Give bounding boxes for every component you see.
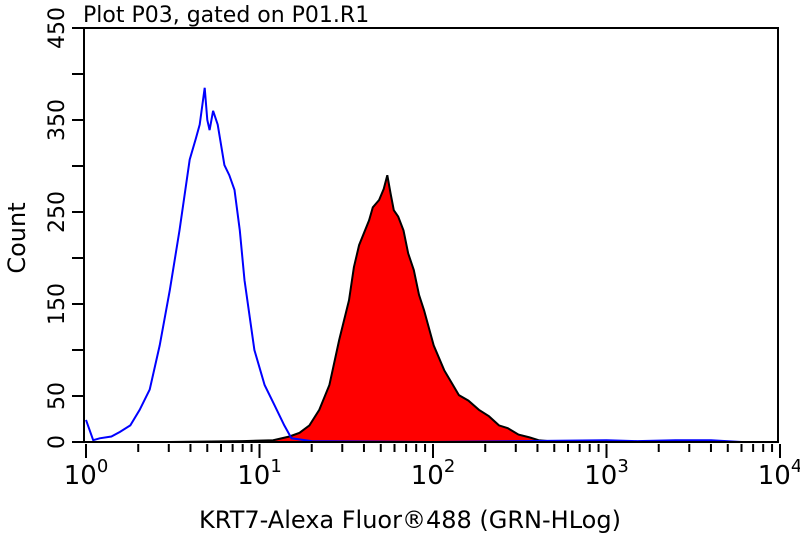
x-tick-exponent: 4 [791, 456, 800, 477]
histogram-fill-KRT7 [168, 175, 559, 442]
y-tick-label: 350 [45, 99, 70, 141]
x-tick-label: 103 [584, 456, 629, 491]
x-tick-base: 10 [64, 461, 97, 491]
x-axis-label: KRT7-Alexa Fluor®488 (GRN-HLog) [199, 506, 621, 534]
histogram-outline-KRT7 [168, 174, 559, 443]
x-tick-label: 101 [237, 456, 282, 491]
x-tick-label: 102 [411, 456, 456, 491]
y-tick-label: 250 [45, 191, 70, 233]
x-tick-base: 10 [411, 461, 444, 491]
x-tick-label: 100 [64, 456, 109, 491]
x-tick-base: 10 [237, 461, 270, 491]
x-tick-label: 104 [758, 456, 800, 491]
x-tick-exponent: 0 [97, 456, 108, 477]
x-tick-exponent: 3 [617, 456, 628, 477]
y-axis-label: Count [3, 202, 31, 273]
y-tick-label: 0 [45, 435, 70, 449]
y-tick-label: 450 [45, 7, 70, 49]
x-tick-base: 10 [584, 461, 617, 491]
chart-title: Plot P03, gated on P01.R1 [83, 3, 369, 28]
y-tick-label: 150 [45, 283, 70, 325]
y-tick-label: 50 [45, 382, 70, 410]
x-tick-exponent: 1 [270, 456, 281, 477]
x-tick-exponent: 2 [444, 456, 455, 477]
plot-frame [83, 27, 779, 443]
x-tick-base: 10 [758, 461, 791, 491]
